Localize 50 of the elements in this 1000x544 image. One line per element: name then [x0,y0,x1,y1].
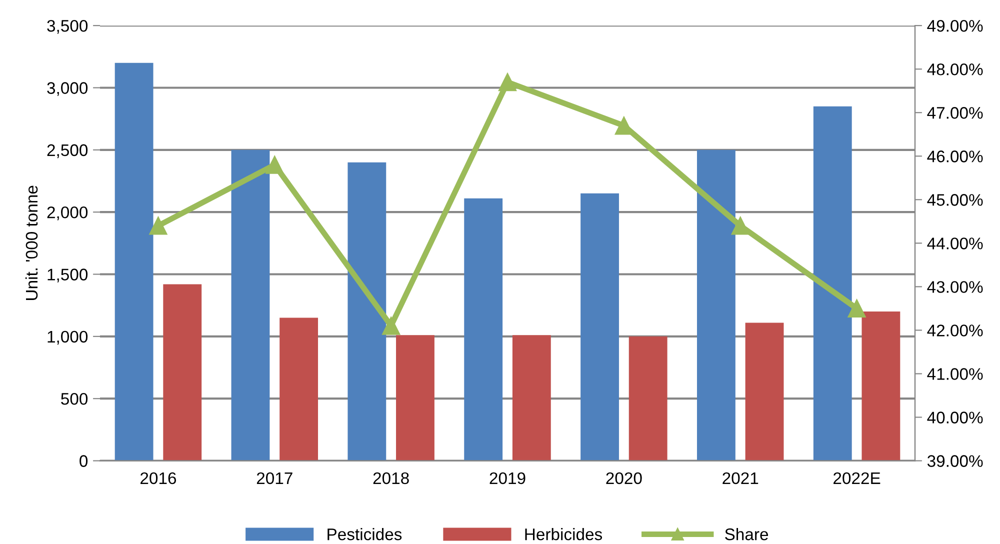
y2-tick-label: 39.00% [927,455,983,467]
y2-tick-label: 46.00% [927,150,983,162]
point [266,156,284,174]
bar [580,193,619,461]
bar [280,318,318,461]
bar [696,150,736,461]
y-tick-label: 3,500 [47,20,88,34]
y-tick-label: 1,500 [48,268,88,282]
bar [813,106,852,461]
y2-tick-label: 42.00% [927,324,983,336]
y2-tick-label: 47.00% [927,107,983,119]
legend-label: Pesticides [328,528,402,540]
y2-tick-label: 48.00% [927,63,983,76]
x-tick-label: 2016 [140,472,176,484]
x-tick-label: 2019 [490,472,526,484]
y2-tick-label: 45.00% [927,194,983,206]
point [382,316,400,335]
x-tick-label: 2020 [606,472,642,484]
y-tick-label: 2,500 [47,144,88,158]
y-axis-title: Unit. '000 tonne [25,186,38,300]
bar [628,336,668,461]
y2-tick-label: 41.00% [927,368,983,380]
legend-label: Herbicides [525,528,602,540]
bar [862,312,900,461]
x-tick-label: 2018 [373,472,409,484]
y-tick-label: 1,000 [48,330,88,345]
y2-tick-label: 43.00% [927,281,983,293]
y2-tick-label: 44.00% [927,238,983,250]
x-tick-label: 2021 [722,472,758,484]
y-tick-label: 2,000 [47,206,88,220]
point [498,73,517,92]
point [149,216,168,235]
y2-tick-label: 40.00% [927,412,983,424]
x-tick-label: 2017 [256,472,292,484]
bar [231,150,270,461]
bar [396,335,434,461]
bar [512,335,551,461]
y2-tick-label: 49.00% [927,20,983,32]
bar [464,198,503,461]
bar [348,162,386,461]
y-tick-label: 3,000 [47,82,88,96]
bar [745,322,784,461]
bar [114,62,154,461]
y-tick-label: 500 [61,393,88,405]
y-tick-label: 0 [80,455,88,467]
point [848,299,866,318]
point [731,216,750,235]
x-tick-label: 2022E [834,472,880,484]
legend-label: Share [725,528,768,540]
bar [163,284,202,461]
